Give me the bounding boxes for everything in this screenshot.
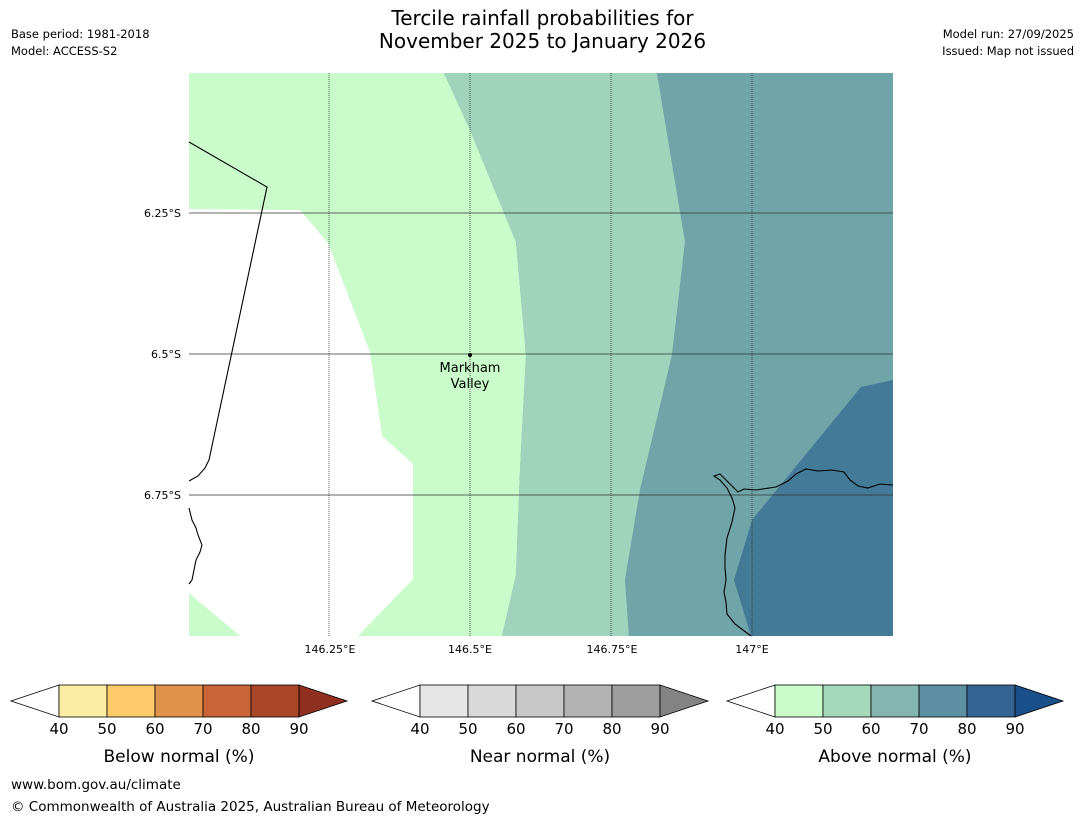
legend-swatch [419, 684, 469, 718]
lon-label-4: 147°E [735, 643, 768, 656]
legend-swatch [774, 684, 824, 718]
lat-label-1: 6.25°S [144, 207, 181, 220]
legend-tick-label: 40 [49, 720, 68, 738]
gridlines [189, 73, 893, 636]
lat-label-2: 6.5°S [151, 348, 181, 361]
legend-tick-label: 50 [458, 720, 477, 738]
legend-swatch [822, 684, 872, 718]
legend-over-arrow [1014, 684, 1065, 718]
legend-swatch [918, 684, 968, 718]
legend-title: Above normal (%) [818, 747, 971, 767]
chart-title: Tercile rainfall probabilities for Novem… [0, 7, 1085, 53]
footer: www.bom.gov.au/climate © Commonwealth of… [11, 774, 490, 818]
model-run: Model run: 27/09/2025 [942, 27, 1074, 41]
boundaries [188, 141, 894, 637]
run-info: Model run: 27/09/2025 Issued: Map not is… [942, 26, 1074, 60]
legend-swatch [966, 684, 1016, 718]
legend-swatch [515, 684, 565, 718]
place-name-line-2: Valley [451, 377, 490, 392]
legend-under-arrow [9, 684, 60, 718]
legend-above: 40 50 60 70 80 90 Above normal (%) [725, 684, 1065, 767]
legend-title: Below normal (%) [104, 747, 255, 767]
legend-swatch [611, 684, 661, 718]
legend-swatch [250, 684, 300, 718]
legend-near: 40 50 60 70 80 90 Near normal (%) [370, 684, 710, 767]
region-no-data [189, 209, 413, 636]
legend-swatch [467, 684, 517, 718]
legend-tick-label: 60 [861, 720, 880, 738]
west-coast-line [188, 507, 203, 585]
lon-label-2: 146.5°E [448, 643, 492, 656]
legend-under-arrow [725, 684, 776, 718]
lon-label-3: 146.75°E [587, 643, 638, 656]
legend-swatch [154, 684, 204, 718]
legend-over-arrow [298, 684, 349, 718]
legend-tick-label: 40 [410, 720, 429, 738]
legend-swatch [58, 684, 108, 718]
legend-swatch [202, 684, 252, 718]
title-line-1: Tercile rainfall probabilities for [391, 6, 694, 30]
legend-tick-label: 80 [957, 720, 976, 738]
legend-over-arrow [659, 684, 710, 718]
legend-tick-label: 40 [765, 720, 784, 738]
legend-tick-label: 50 [97, 720, 116, 738]
legend-tick-label: 90 [650, 720, 669, 738]
issued-status: Issued: Map not issued [942, 44, 1074, 58]
lat-label-3: 6.75°S [144, 489, 181, 502]
model-name: Model: ACCESS-S2 [11, 44, 118, 58]
map-area: Markham Valley 6.25°S 6.5°S 6.75°S 146.2… [144, 73, 894, 656]
legend-under-arrow [370, 684, 421, 718]
legend-tick-label: 60 [506, 720, 525, 738]
legend-tick-label: 50 [813, 720, 832, 738]
place-marker [468, 353, 472, 357]
footer-copyright: © Commonwealth of Australia 2025, Austra… [11, 799, 490, 815]
lon-label-1: 146.25°E [305, 643, 356, 656]
place-name-line-1: Markham [440, 361, 501, 376]
legend-tick-label: 80 [241, 720, 260, 738]
footer-url: www.bom.gov.au/climate [11, 777, 181, 793]
legend-below: 40 50 60 70 80 90 Below normal (%) [9, 684, 349, 767]
huon-gulf-coastline [712, 468, 894, 637]
legend-tick-label: 60 [145, 720, 164, 738]
legend-swatch [870, 684, 920, 718]
border-line [188, 141, 268, 482]
title-line-2: November 2025 to January 2026 [378, 29, 707, 53]
legend-tick-label: 90 [289, 720, 308, 738]
legends: 40 50 60 70 80 90 Below normal (%) 40 50 60 70 80 90… [9, 684, 1065, 767]
model-info: Base period: 1981-2018 Model: ACCESS-S2 [11, 26, 150, 60]
legend-tick-label: 80 [602, 720, 621, 738]
legend-tick-label: 70 [193, 720, 212, 738]
legend-tick-label: 70 [909, 720, 928, 738]
legend-title: Near normal (%) [470, 747, 610, 767]
legend-swatch [563, 684, 613, 718]
legend-tick-label: 90 [1005, 720, 1024, 738]
base-period: Base period: 1981-2018 [11, 27, 150, 41]
legend-tick-label: 70 [554, 720, 573, 738]
legend-swatch [106, 684, 156, 718]
